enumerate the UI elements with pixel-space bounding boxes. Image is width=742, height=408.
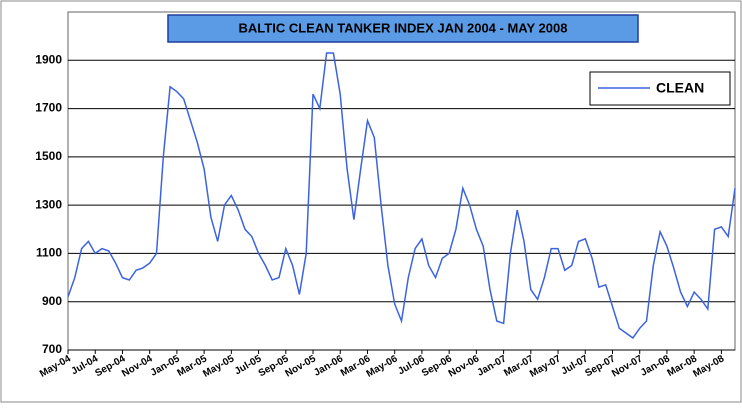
legend-label: CLEAN — [656, 80, 704, 96]
y-tick-label: 1300 — [35, 197, 62, 211]
y-tick-label: 1900 — [35, 52, 62, 66]
y-tick-label: 1700 — [35, 101, 62, 115]
chart-title: BALTIC CLEAN TANKER INDEX JAN 2004 - MAY… — [239, 20, 568, 35]
title-box — [167, 14, 639, 43]
marks — [67, 52, 736, 339]
data-line — [67, 52, 736, 339]
y-tick-label: 900 — [42, 294, 62, 308]
y-tick-label: 1500 — [35, 149, 62, 163]
y-tick-label: 1100 — [36, 246, 62, 260]
y-tick-label: 700 — [42, 342, 62, 356]
legend-box — [589, 71, 731, 106]
plot-area — [67, 11, 736, 351]
